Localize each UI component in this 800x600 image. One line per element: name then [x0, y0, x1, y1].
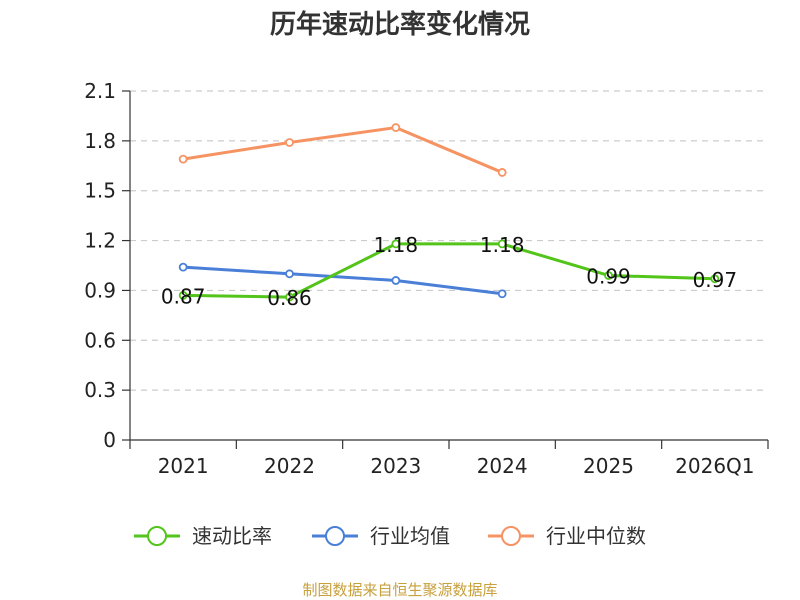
y-tick-label: 0.6 — [84, 328, 116, 352]
series-line-1 — [183, 265, 503, 296]
data-point — [391, 239, 401, 249]
x-tick-label: 2024 — [477, 454, 528, 478]
data-point — [178, 291, 188, 300]
data-point — [391, 123, 401, 132]
data-point — [604, 271, 613, 280]
axes — [129, 91, 768, 441]
data-point — [178, 154, 188, 164]
data-point — [391, 276, 401, 285]
data-label: 1.18 — [480, 233, 525, 257]
grid-lines — [130, 90, 768, 391]
x-tick-label: 2022 — [264, 454, 315, 478]
y-tick-label: 1.5 — [84, 179, 116, 203]
data-point — [497, 239, 507, 249]
data-point — [710, 274, 720, 284]
y-tick-label: 1.2 — [84, 229, 116, 253]
y-axis-ticks: 0 0.3 0.6 0.9 1.2 1.5 1.8 2.1 — [84, 79, 130, 452]
data-point — [497, 168, 507, 177]
legend: 速动比率 行业均值 行业中位数 — [134, 524, 646, 548]
data-point — [285, 138, 294, 147]
y-tick-label: 0.9 — [84, 278, 116, 302]
data-label: 0.86 — [267, 286, 312, 310]
legend-marker — [147, 526, 167, 546]
data-point — [178, 262, 188, 272]
data-label: 0.99 — [586, 264, 631, 288]
legend-label: 行业中位数 — [546, 524, 646, 548]
series-line-2 — [182, 126, 503, 174]
series-group — [178, 123, 720, 302]
legend-marker — [325, 526, 345, 546]
legend-marker — [501, 526, 521, 546]
x-tick-label: 2023 — [370, 454, 421, 478]
x-tick-label: 2025 — [583, 454, 634, 478]
data-point — [285, 269, 294, 279]
legend-label: 行业均值 — [370, 524, 450, 548]
source-note: 制图数据来自恒生聚源数据库 — [302, 581, 498, 599]
data-label: 0.87 — [161, 284, 206, 308]
x-axis-ticks: 2021 2022 2023 2024 2025 2026Q1 — [129, 440, 769, 478]
data-label: 1.18 — [374, 233, 419, 257]
data-point — [285, 292, 294, 302]
chart-title: 历年速动比率变化情况 — [269, 10, 530, 40]
data-point — [497, 289, 507, 299]
legend-label: 速动比率 — [192, 524, 272, 548]
y-tick-label: 0 — [103, 428, 116, 452]
y-tick-label: 1.8 — [84, 129, 116, 153]
series-line-0 — [183, 242, 715, 299]
data-label: 0.97 — [693, 268, 738, 292]
x-tick-label: 2026Q1 — [675, 454, 754, 478]
data-labels: 0.87 0.86 1.18 1.18 0.99 0.97 — [161, 233, 737, 310]
y-tick-label: 2.1 — [84, 79, 116, 103]
y-tick-label: 0.3 — [84, 378, 116, 402]
x-tick-label: 2021 — [158, 454, 209, 478]
